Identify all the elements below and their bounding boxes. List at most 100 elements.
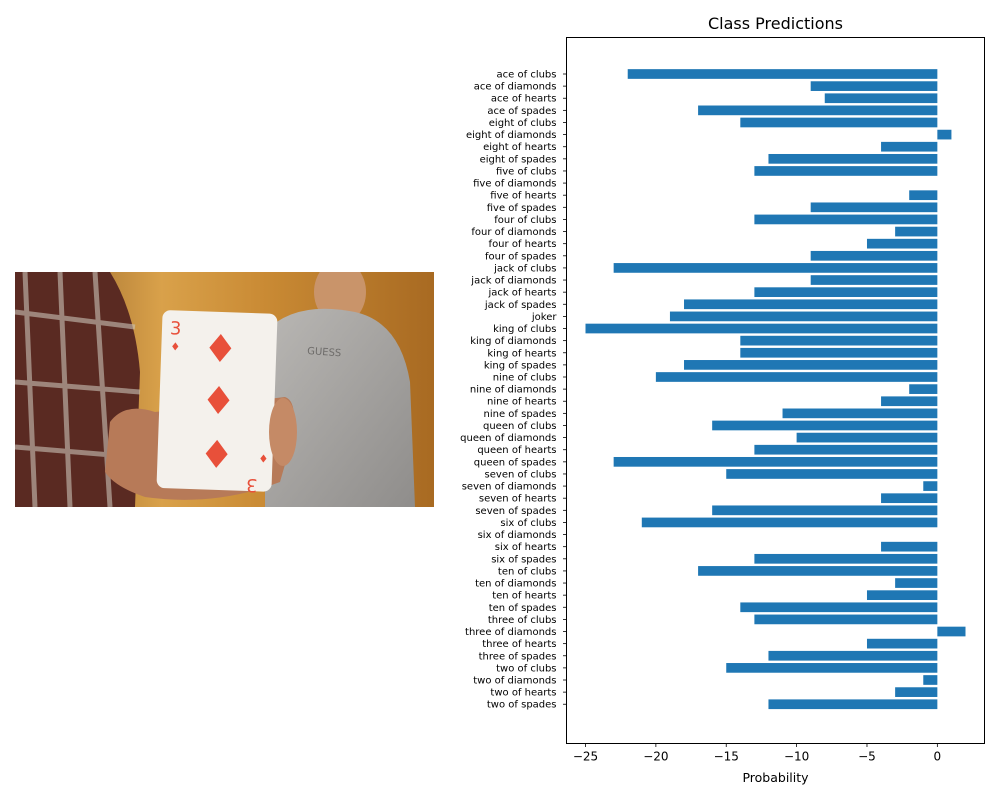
y-tick-label: joker (531, 312, 557, 323)
y-tick-label: two of spades (487, 700, 557, 711)
bar-ace-of-hearts (824, 93, 938, 104)
y-tick-label: queen of diamonds (460, 433, 556, 444)
diamond-pip-icon (209, 333, 232, 362)
thumb (269, 398, 297, 466)
bar-six-of-clubs (641, 517, 938, 528)
y-tick-label: seven of diamonds (462, 482, 557, 493)
card-photo: GUESS 3 ♦ ♦ 3 (15, 272, 434, 507)
y-tick-label: queen of spades (474, 457, 557, 468)
y-tick-label: jack of diamonds (470, 276, 556, 287)
y-tick-label: jack of spades (484, 300, 557, 311)
bar-ten-of-clubs (698, 566, 938, 576)
card-suit-top: ♦ (170, 340, 180, 353)
y-tick-label: ten of clubs (498, 566, 557, 577)
plaid-lines (15, 272, 141, 507)
x-tick-label: 0 (934, 750, 942, 764)
bar-jack-of-clubs (613, 263, 938, 273)
y-tick-label: ten of diamonds (475, 579, 556, 590)
y-tick-label: five of clubs (496, 166, 557, 177)
bar-four-of-clubs (754, 214, 938, 225)
y-tick-label: queen of hearts (477, 445, 556, 456)
bar-ace-of-spades (698, 105, 938, 116)
hoodie (265, 308, 415, 507)
bar-two-of-clubs (726, 663, 938, 673)
x-axis: −25 −20 −15 −10 −5 0 (573, 743, 942, 764)
y-tick-label: four of diamonds (471, 227, 556, 238)
bar-two-of-spades (768, 699, 938, 710)
bar-nine-of-diamonds (909, 384, 938, 394)
diamond-pip-icon (205, 439, 228, 468)
y-tick-label: eight of clubs (489, 118, 557, 129)
y-tick-label: six of clubs (500, 518, 556, 529)
y-tick-label: four of clubs (494, 215, 556, 226)
y-tick-label: nine of diamonds (470, 385, 557, 396)
y-tick-label: two of clubs (496, 663, 556, 674)
y-tick-label: eight of diamonds (466, 130, 557, 141)
bar-nine-of-clubs (655, 372, 938, 382)
bar-king-of-clubs (585, 323, 938, 334)
bar-six-of-spades (754, 553, 938, 564)
card-suit-bottom: ♦ (258, 452, 268, 465)
bar-ace-of-diamonds (810, 81, 938, 91)
bar-seven-of-spades (712, 505, 938, 516)
y-tick-label: ten of spades (489, 603, 557, 614)
bar-jack-of-hearts (754, 287, 938, 298)
y-tick-label: three of spades (479, 651, 557, 662)
x-tick-label: −25 (573, 750, 598, 764)
bar-seven-of-hearts (881, 493, 938, 504)
y-tick-label: six of diamonds (478, 530, 557, 541)
x-axis-label: Probability (742, 770, 809, 785)
bar-six-of-hearts (881, 541, 938, 552)
y-tick-label: ace of diamonds (474, 82, 557, 93)
bar-three-of-clubs (754, 614, 938, 625)
bar-ace-of-clubs (627, 69, 938, 79)
bar-jack-of-diamonds (810, 275, 938, 285)
y-tick-label: queen of clubs (483, 421, 557, 432)
bar-queen-of-clubs (712, 420, 938, 431)
bar-two-of-diamonds (923, 675, 938, 685)
y-tick-label: king of spades (484, 360, 557, 371)
chart-title: Class Predictions (708, 14, 843, 33)
y-tick-label: five of spades (487, 203, 557, 214)
bar-nine-of-spades (782, 408, 938, 419)
y-tick-label: two of hearts (490, 688, 556, 699)
y-tick-label: seven of spades (475, 506, 556, 517)
bar-four-of-hearts (866, 238, 938, 249)
bar-five-of-spades (810, 202, 938, 213)
y-tick-label: five of hearts (490, 191, 556, 202)
bar-ten-of-hearts (866, 590, 938, 601)
diamond-pip-icon (207, 385, 230, 414)
bar-jack-of-spades (684, 299, 938, 310)
bar-queen-of-spades (613, 456, 938, 467)
bar-three-of-spades (768, 650, 938, 661)
bar-four-of-diamonds (895, 226, 938, 237)
bar-five-of-clubs (754, 166, 938, 176)
y-tick-label: four of spades (485, 251, 556, 262)
y-tick-label: nine of clubs (493, 373, 557, 384)
card-rank-top: 3 (170, 318, 182, 339)
bar-three-of-diamonds (937, 626, 966, 637)
y-tick-label: four of hearts (489, 239, 557, 250)
x-tick-label: −5 (858, 750, 876, 764)
y-tick-label: five of diamonds (473, 179, 556, 190)
y-tick-label: ace of spades (487, 106, 556, 117)
playing-card: 3 ♦ ♦ 3 (156, 310, 278, 495)
bar-eight-of-spades (768, 153, 938, 164)
y-tick-label: eight of spades (480, 154, 557, 165)
y-tick-label: six of spades (491, 554, 556, 565)
bar-nine-of-hearts (881, 396, 938, 407)
y-tick-label: three of clubs (488, 615, 557, 626)
y-tick-label: nine of hearts (487, 397, 556, 408)
bar-eight-of-diamonds (937, 129, 952, 140)
bar-king-of-diamonds (740, 335, 938, 346)
bar-group (585, 69, 966, 710)
y-tick-label: eight of hearts (483, 142, 556, 153)
bar-two-of-hearts (895, 687, 938, 697)
y-tick-label: seven of hearts (479, 494, 557, 505)
bar-king-of-hearts (740, 347, 938, 358)
plot-frame (566, 37, 985, 744)
x-tick-label: −20 (643, 750, 668, 764)
y-tick-label: king of clubs (493, 324, 556, 335)
x-tick-label: −15 (714, 750, 739, 764)
